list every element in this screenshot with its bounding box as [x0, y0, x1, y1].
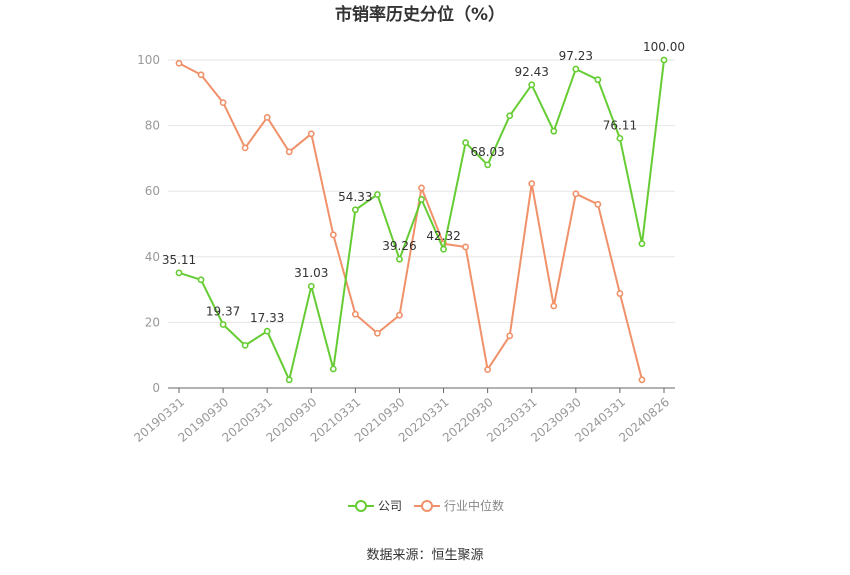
series-industry	[175, 59, 646, 384]
y-tick-label: 100	[137, 53, 160, 67]
y-tick-label: 80	[145, 119, 160, 133]
y-tick-label: 60	[145, 184, 160, 198]
company-data-label: 68.03	[470, 145, 504, 159]
y-tick-label: 40	[145, 250, 160, 264]
legend-company-marker	[355, 500, 367, 512]
company-data-label: 17.33	[250, 311, 284, 325]
industry-point	[528, 180, 536, 188]
data-labels: 35.11 19.37 17.33 31.03 54.33 39.26 42.32 68.03…	[162, 40, 685, 325]
y-tick-label: 0	[152, 381, 160, 395]
industry-point	[462, 243, 469, 251]
company-line	[178, 59, 665, 381]
industry-line	[178, 62, 643, 381]
series-company	[175, 56, 668, 384]
company-point	[219, 321, 227, 328]
company-point	[616, 134, 624, 142]
company-data-label: 92.43	[515, 65, 549, 79]
company-point	[374, 191, 381, 198]
company-point	[506, 112, 514, 120]
company-point	[241, 341, 249, 349]
legend-item-company[interactable]: 公司	[348, 499, 402, 513]
industry-point	[550, 302, 558, 310]
industry-point	[638, 376, 646, 384]
company-data-label: 42.32	[426, 229, 460, 243]
company-point	[351, 206, 359, 214]
industry-point	[219, 99, 227, 107]
company-point	[462, 139, 469, 147]
company-point	[638, 240, 646, 248]
industry-point	[484, 366, 492, 374]
legend-industry-label: 行业中位数	[444, 498, 504, 513]
company-point	[528, 81, 536, 89]
company-point	[572, 65, 580, 73]
legend-item-industry[interactable]: 行业中位数	[414, 498, 504, 513]
company-data-label: 54.33	[338, 190, 372, 204]
industry-point	[263, 114, 271, 121]
y-tick-label: 20	[145, 315, 160, 329]
industry-point	[506, 332, 514, 340]
x-axis: 2019033120190930202003312020093020210331…	[131, 387, 675, 445]
company-point	[175, 269, 183, 277]
industry-point	[594, 200, 602, 208]
industry-point	[616, 290, 624, 297]
company-data-label: 31.03	[294, 266, 328, 280]
industry-point	[418, 184, 425, 192]
industry-point	[175, 59, 183, 67]
industry-point	[241, 144, 249, 152]
industry-point	[329, 231, 337, 239]
company-point	[550, 127, 558, 135]
company-point	[660, 56, 668, 64]
company-point	[484, 161, 492, 169]
y-axis-ticks: 0 20 40 60 80 100	[137, 53, 160, 395]
company-data-label: 76.11	[603, 118, 637, 132]
company-data-label: 97.23	[559, 49, 593, 63]
company-point	[197, 276, 205, 284]
chart-title: 市销率历史分位（%）	[335, 4, 505, 25]
company-data-label: 35.11	[162, 253, 196, 267]
source-text: 数据来源：恒生聚源	[366, 548, 483, 563]
company-point	[329, 365, 337, 373]
industry-point	[374, 329, 381, 337]
company-point	[263, 327, 271, 335]
company-point	[594, 76, 602, 84]
company-point	[285, 376, 293, 384]
industry-point	[396, 311, 403, 319]
company-data-label: 39.26	[382, 239, 416, 253]
company-data-label: 19.37	[206, 304, 240, 318]
company-data-label: 100.00	[643, 40, 685, 54]
industry-point	[285, 148, 293, 156]
industry-point	[307, 130, 315, 138]
company-point	[418, 195, 425, 203]
industry-point	[197, 71, 205, 79]
company-point	[396, 255, 403, 263]
industry-point	[572, 190, 580, 198]
company-point	[440, 245, 447, 253]
industry-point	[351, 310, 359, 318]
company-point	[307, 282, 315, 290]
legend-company-label: 公司	[378, 499, 402, 513]
legend-industry-marker	[421, 500, 433, 512]
legend: 公司 行业中位数	[348, 498, 504, 513]
